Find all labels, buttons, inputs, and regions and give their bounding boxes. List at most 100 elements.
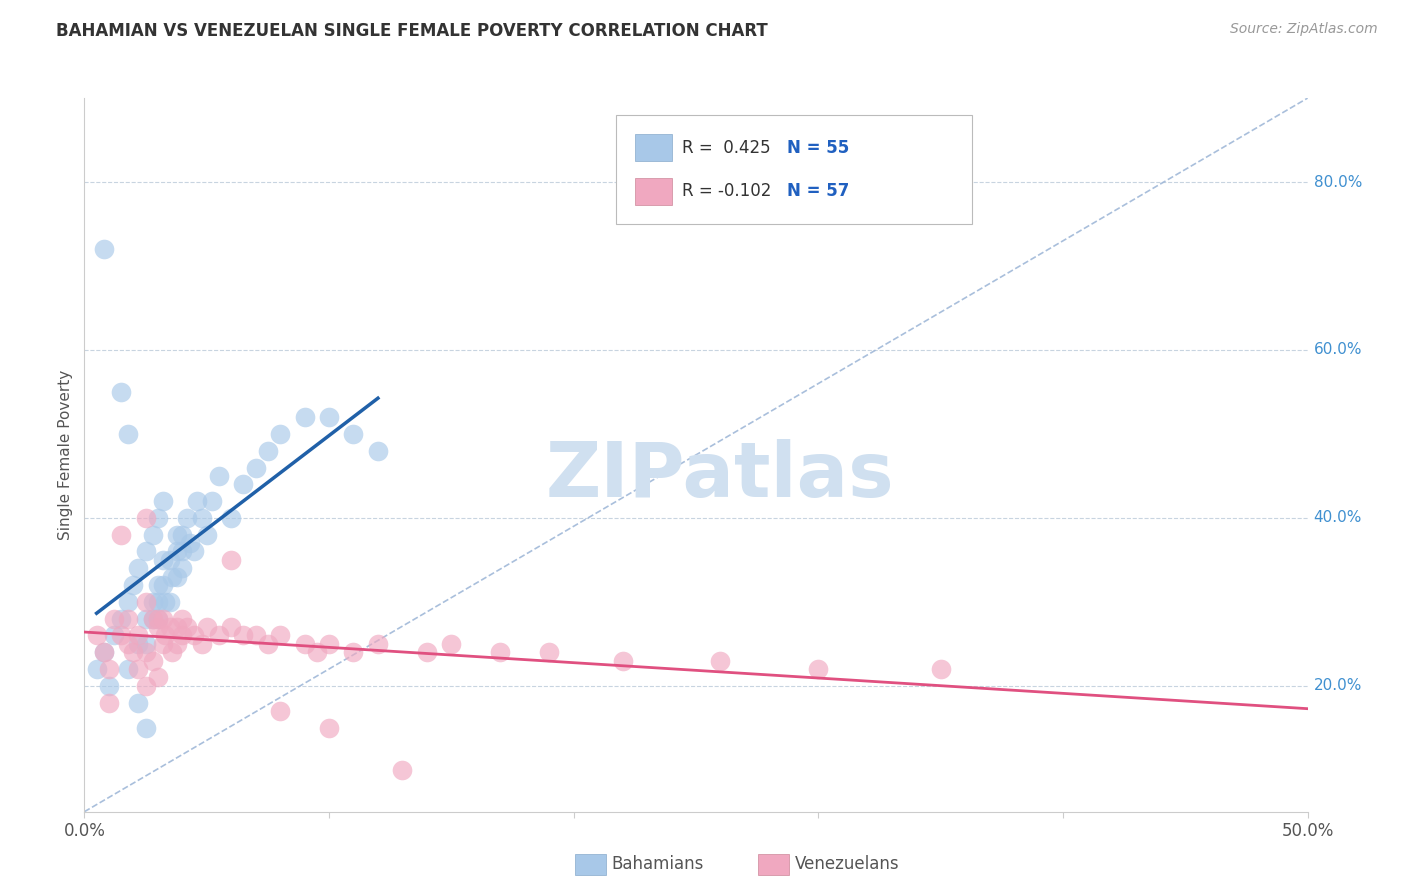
Point — [103, 612, 125, 626]
Point — [142, 654, 165, 668]
Point — [142, 612, 165, 626]
Text: 60.0%: 60.0% — [1313, 343, 1362, 358]
Point — [172, 527, 194, 541]
Point — [391, 763, 413, 777]
Point — [135, 721, 157, 735]
Point — [245, 628, 267, 642]
Point — [709, 654, 731, 668]
Point — [93, 645, 115, 659]
Point — [342, 426, 364, 441]
Point — [191, 511, 214, 525]
Point — [152, 612, 174, 626]
Point — [232, 477, 254, 491]
Point — [86, 628, 108, 642]
Point — [135, 612, 157, 626]
Point — [294, 410, 316, 425]
Point — [142, 612, 165, 626]
Point — [153, 595, 176, 609]
Point — [110, 628, 132, 642]
Point — [179, 536, 201, 550]
Point — [183, 544, 205, 558]
Point — [219, 511, 242, 525]
Point — [97, 696, 120, 710]
Point — [219, 620, 242, 634]
Point — [146, 578, 169, 592]
Point — [166, 569, 188, 583]
Point — [159, 620, 181, 634]
Point — [342, 645, 364, 659]
Point — [135, 679, 157, 693]
Point — [117, 426, 139, 441]
Point — [538, 645, 561, 659]
Point — [305, 645, 328, 659]
Point — [93, 242, 115, 256]
Point — [117, 662, 139, 676]
Point — [166, 637, 188, 651]
Point — [152, 553, 174, 567]
Text: N = 55: N = 55 — [787, 138, 849, 156]
Point — [110, 612, 132, 626]
Point — [110, 527, 132, 541]
Point — [127, 637, 149, 651]
Point — [146, 511, 169, 525]
Point — [367, 443, 389, 458]
Point — [135, 645, 157, 659]
Point — [232, 628, 254, 642]
Point — [195, 620, 218, 634]
Point — [122, 578, 145, 592]
Point — [146, 620, 169, 634]
Point — [162, 569, 184, 583]
Point — [172, 628, 194, 642]
Point — [117, 595, 139, 609]
Point — [929, 662, 952, 676]
Point — [86, 662, 108, 676]
Text: R = -0.102: R = -0.102 — [682, 183, 770, 201]
Point — [208, 469, 231, 483]
Point — [159, 595, 181, 609]
Text: Source: ZipAtlas.com: Source: ZipAtlas.com — [1230, 22, 1378, 37]
Point — [142, 527, 165, 541]
Point — [93, 645, 115, 659]
Point — [200, 494, 222, 508]
Point — [127, 696, 149, 710]
Point — [183, 628, 205, 642]
Text: Venezuelans: Venezuelans — [794, 855, 898, 873]
Point — [152, 637, 174, 651]
Point — [146, 612, 169, 626]
Point — [208, 628, 231, 642]
Text: 40.0%: 40.0% — [1313, 510, 1362, 525]
Point — [117, 612, 139, 626]
Text: 20.0%: 20.0% — [1313, 678, 1362, 693]
Point — [219, 553, 242, 567]
Text: Bahamians: Bahamians — [612, 855, 704, 873]
Point — [440, 637, 463, 651]
Text: ZIPatlas: ZIPatlas — [546, 440, 894, 513]
Point — [152, 578, 174, 592]
Text: R =  0.425: R = 0.425 — [682, 138, 770, 156]
Point — [127, 628, 149, 642]
Point — [269, 628, 291, 642]
Point — [146, 670, 169, 684]
Text: BAHAMIAN VS VENEZUELAN SINGLE FEMALE POVERTY CORRELATION CHART: BAHAMIAN VS VENEZUELAN SINGLE FEMALE POV… — [56, 22, 768, 40]
Y-axis label: Single Female Poverty: Single Female Poverty — [58, 370, 73, 540]
Point — [318, 637, 340, 651]
Point — [172, 561, 194, 575]
Point — [127, 561, 149, 575]
Point — [166, 544, 188, 558]
Point — [110, 384, 132, 399]
Point — [166, 620, 188, 634]
Point — [489, 645, 512, 659]
Point — [172, 544, 194, 558]
Point — [162, 645, 184, 659]
Point — [257, 443, 280, 458]
Point — [269, 426, 291, 441]
Point — [152, 494, 174, 508]
Point — [318, 721, 340, 735]
Text: 80.0%: 80.0% — [1313, 175, 1362, 190]
Point — [146, 595, 169, 609]
Point — [97, 662, 120, 676]
Point — [294, 637, 316, 651]
Point — [367, 637, 389, 651]
Point — [612, 654, 634, 668]
Text: N = 57: N = 57 — [787, 183, 849, 201]
